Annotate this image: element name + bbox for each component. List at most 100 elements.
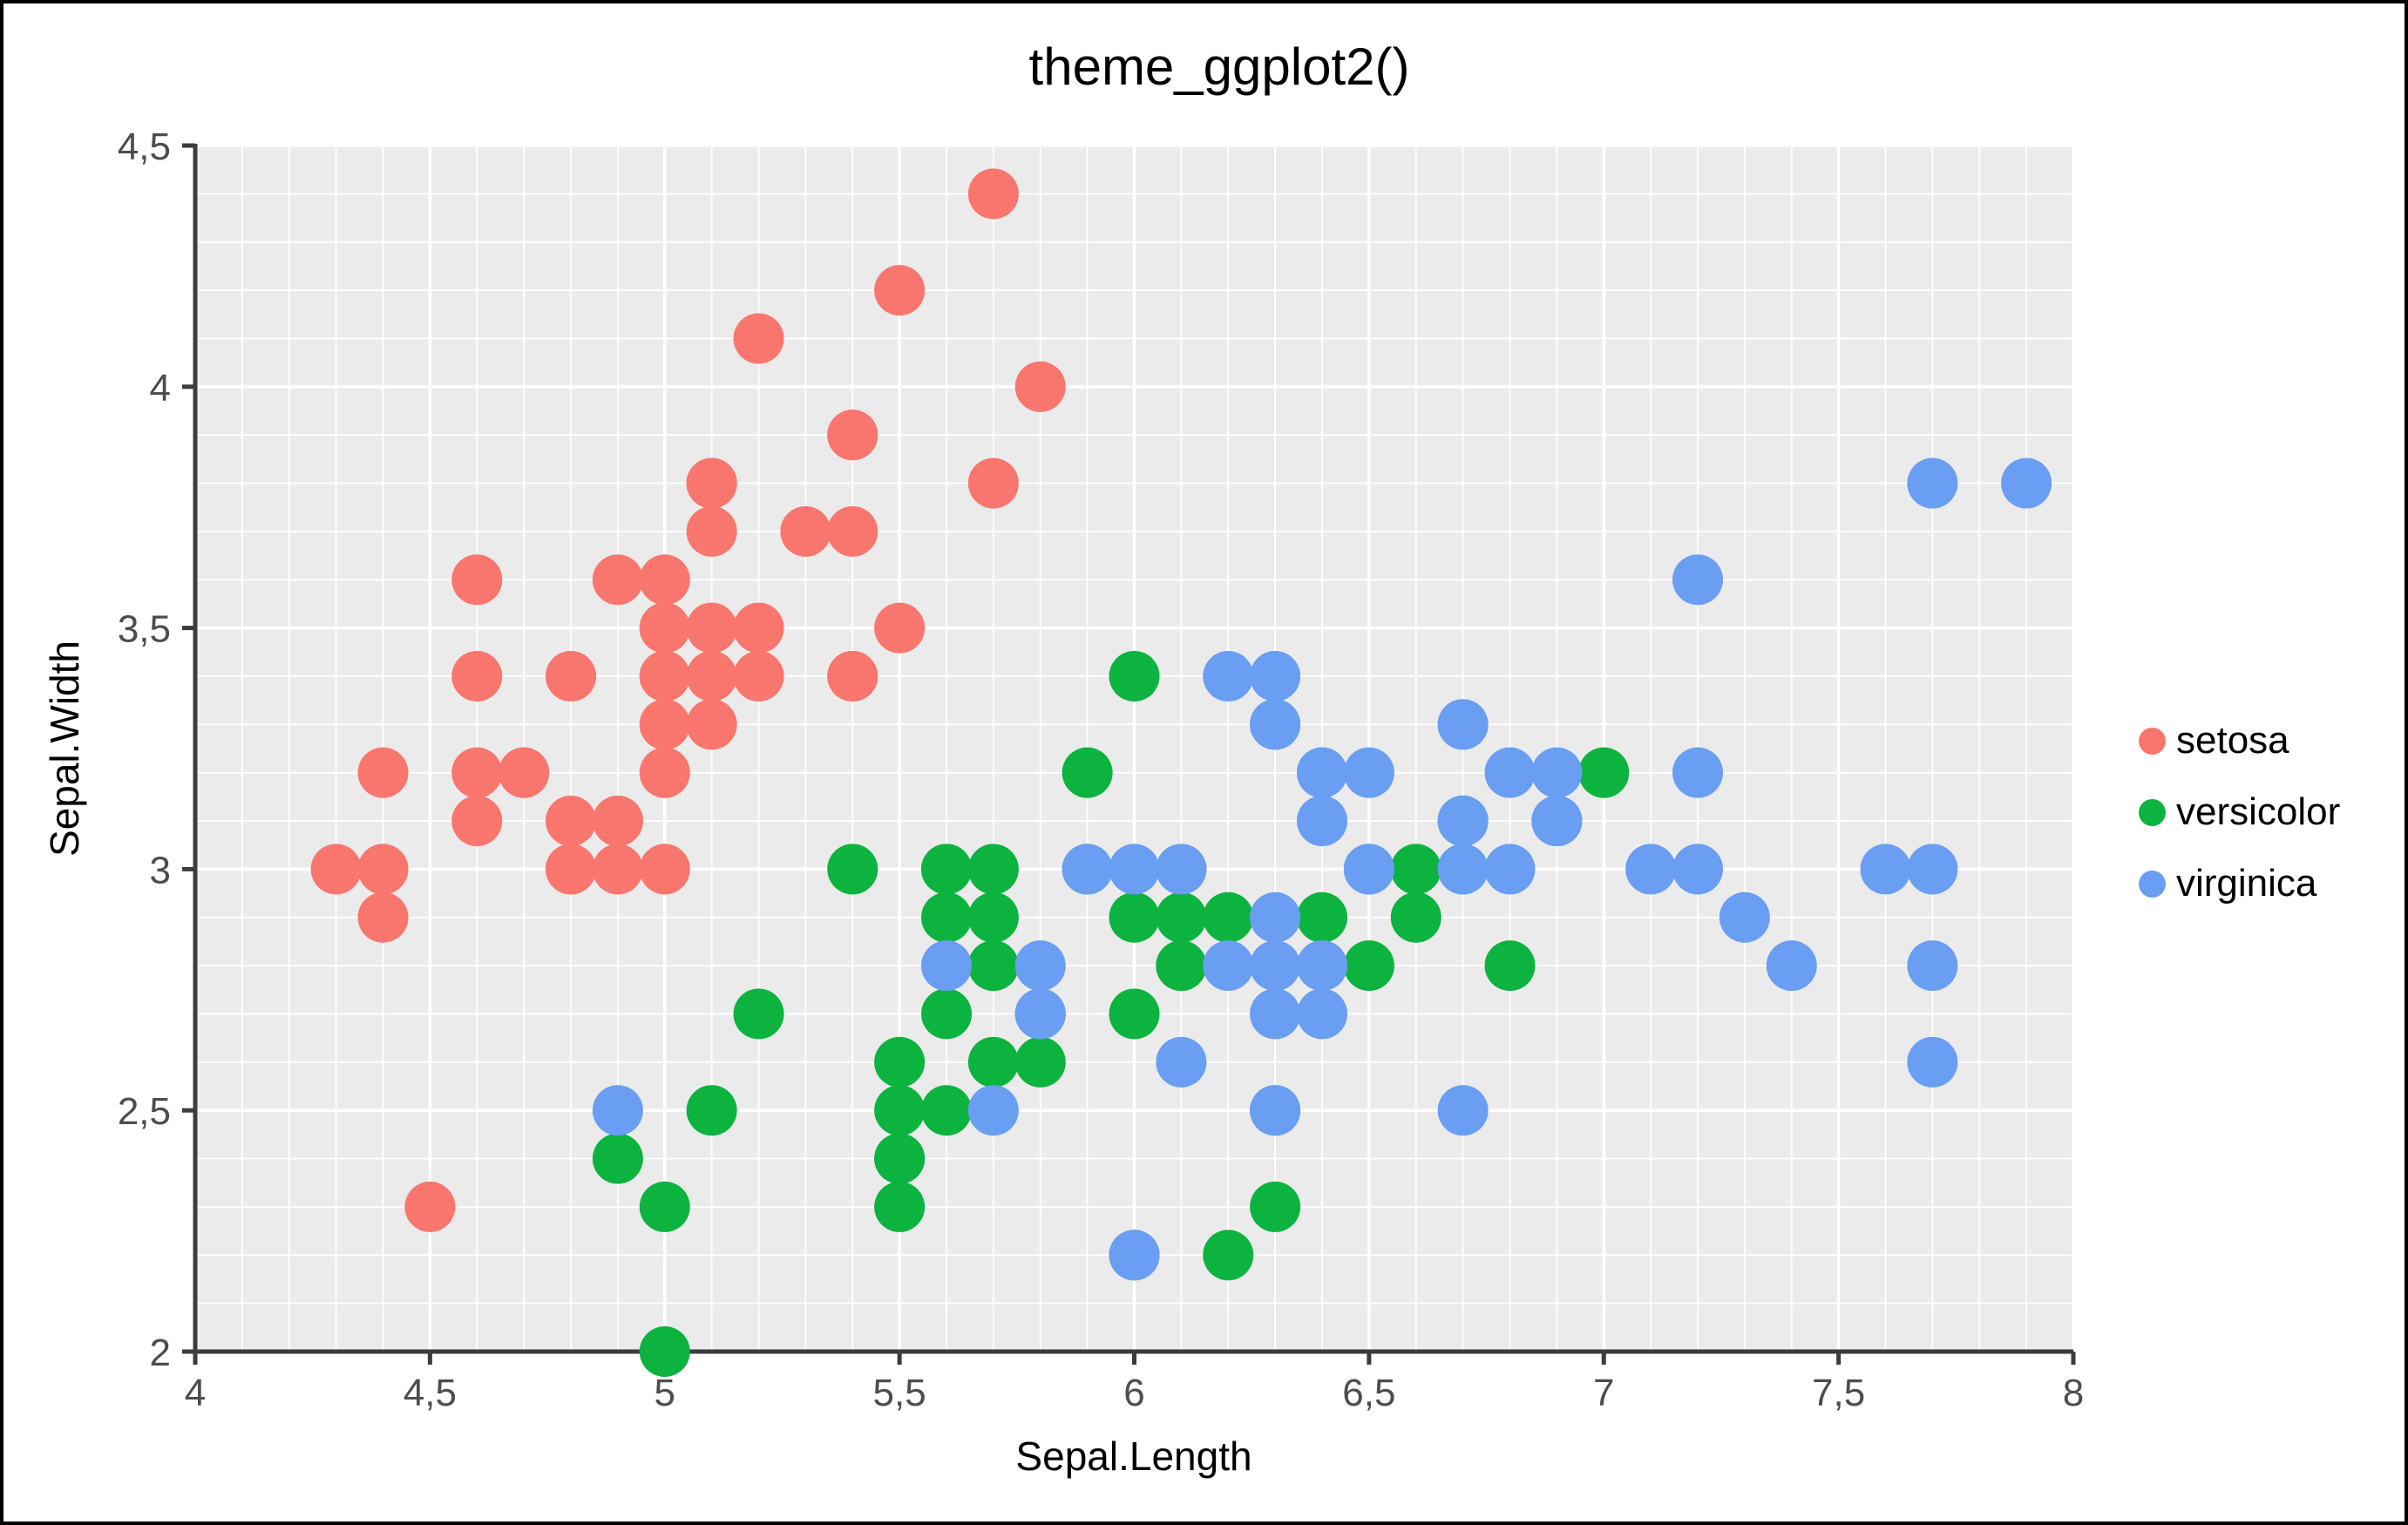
point-virginica — [1625, 844, 1677, 895]
point-versicolor — [1343, 940, 1394, 992]
point-setosa — [639, 747, 690, 798]
point-versicolor — [1578, 747, 1630, 798]
point-setosa — [733, 602, 784, 654]
point-virginica — [967, 1085, 1019, 1136]
point-setosa — [499, 747, 550, 798]
point-virginica — [1297, 988, 1347, 1040]
point-virginica — [1907, 458, 1958, 509]
point-virginica — [1250, 891, 1301, 943]
y-tick-label: 4,5 — [118, 125, 171, 168]
x-tick-label: 8 — [2063, 1372, 2084, 1414]
point-versicolor — [1109, 650, 1160, 702]
point-virginica — [1672, 747, 1723, 798]
x-tick-label: 5,5 — [873, 1372, 926, 1414]
point-virginica — [1907, 940, 1958, 992]
point-virginica — [1250, 650, 1301, 702]
point-versicolor — [1109, 891, 1160, 943]
point-setosa — [1014, 361, 1066, 412]
legend-label-versicolor: versicolor — [2176, 790, 2341, 833]
point-setosa — [546, 796, 596, 847]
series-setosa — [310, 168, 1066, 1232]
point-virginica — [1203, 940, 1254, 992]
point-versicolor — [639, 1181, 690, 1232]
point-virginica — [1297, 747, 1347, 798]
point-virginica — [1250, 988, 1301, 1040]
point-setosa — [592, 796, 643, 847]
point-versicolor — [874, 1036, 926, 1088]
point-setosa — [310, 844, 362, 895]
point-virginica — [1156, 844, 1207, 895]
point-virginica — [1907, 1036, 1958, 1088]
point-setosa — [686, 650, 737, 702]
point-setosa — [874, 265, 926, 316]
point-virginica — [1203, 650, 1254, 702]
point-versicolor — [733, 988, 784, 1040]
point-versicolor — [592, 1133, 643, 1184]
x-axis-title: Sepal.Length — [1015, 1434, 1252, 1479]
legend-label-virginica: virginica — [2176, 862, 2317, 905]
point-setosa — [686, 699, 737, 750]
point-setosa — [733, 313, 784, 364]
point-setosa — [639, 554, 690, 606]
point-setosa — [357, 844, 409, 895]
scatter-plot-canvas: 4 4,5 5 5,5 6 6,5 7 7,5 8 2 2,5 3 3,5 4 4,5 — [118, 125, 2084, 1414]
point-virginica — [1907, 844, 1958, 895]
point-virginica — [1109, 844, 1160, 895]
x-tick-label: 7,5 — [1812, 1372, 1865, 1414]
point-versicolor — [1109, 988, 1160, 1040]
x-tick-label: 4 — [185, 1372, 206, 1414]
point-virginica — [1297, 940, 1347, 992]
point-setosa — [780, 505, 831, 557]
point-virginica — [1531, 796, 1583, 847]
point-virginica — [1297, 796, 1347, 847]
point-virginica — [1719, 891, 1770, 943]
point-virginica — [1014, 988, 1066, 1040]
point-setosa — [404, 1181, 456, 1232]
point-virginica — [1437, 844, 1489, 895]
point-setosa — [451, 650, 503, 702]
point-setosa — [967, 168, 1019, 220]
point-virginica — [1672, 554, 1723, 606]
axis-ticks: 4 4,5 5 5,5 6 6,5 7 7,5 8 2 2,5 3 3,5 4 4,5 — [118, 125, 2084, 1414]
point-versicolor — [1156, 940, 1207, 992]
point-virginica — [1437, 1085, 1489, 1136]
point-setosa — [357, 747, 409, 798]
point-virginica — [1437, 796, 1489, 847]
point-setosa — [639, 650, 690, 702]
point-versicolor — [1390, 844, 1441, 895]
point-versicolor — [967, 940, 1019, 992]
point-setosa — [827, 505, 878, 557]
point-virginica — [1250, 940, 1301, 992]
legend-swatch-setosa-icon — [2139, 727, 2166, 755]
point-setosa — [592, 844, 643, 895]
point-versicolor — [874, 1085, 926, 1136]
y-tick-label: 4 — [150, 367, 171, 410]
chart-title: theme_ggplot2() — [1028, 37, 1410, 96]
point-virginica — [1437, 699, 1489, 750]
point-virginica — [1672, 844, 1723, 895]
point-setosa — [451, 747, 503, 798]
point-versicolor — [874, 1133, 926, 1184]
x-tick-label: 6 — [1123, 1372, 1144, 1414]
point-versicolor — [1390, 891, 1441, 943]
major-gridlines — [193, 144, 2075, 1353]
point-virginica — [1014, 940, 1066, 992]
point-versicolor — [827, 844, 878, 895]
point-virginica — [1250, 699, 1301, 750]
point-versicolor — [1203, 891, 1254, 943]
point-virginica — [1484, 844, 1536, 895]
x-tick-label: 5 — [655, 1372, 675, 1414]
point-versicolor — [686, 1085, 737, 1136]
series-virginica — [592, 458, 2052, 1281]
x-tick-label: 4,5 — [404, 1372, 457, 1414]
y-tick-label: 3,5 — [118, 608, 171, 651]
legend-item-setosa: setosa — [2139, 705, 2340, 776]
point-versicolor — [1062, 747, 1113, 798]
point-setosa — [639, 602, 690, 654]
point-versicolor — [1484, 940, 1536, 992]
legend-swatch-virginica-icon — [2139, 870, 2166, 898]
point-virginica — [592, 1085, 643, 1136]
point-virginica — [1860, 844, 1911, 895]
point-versicolor — [921, 891, 972, 943]
